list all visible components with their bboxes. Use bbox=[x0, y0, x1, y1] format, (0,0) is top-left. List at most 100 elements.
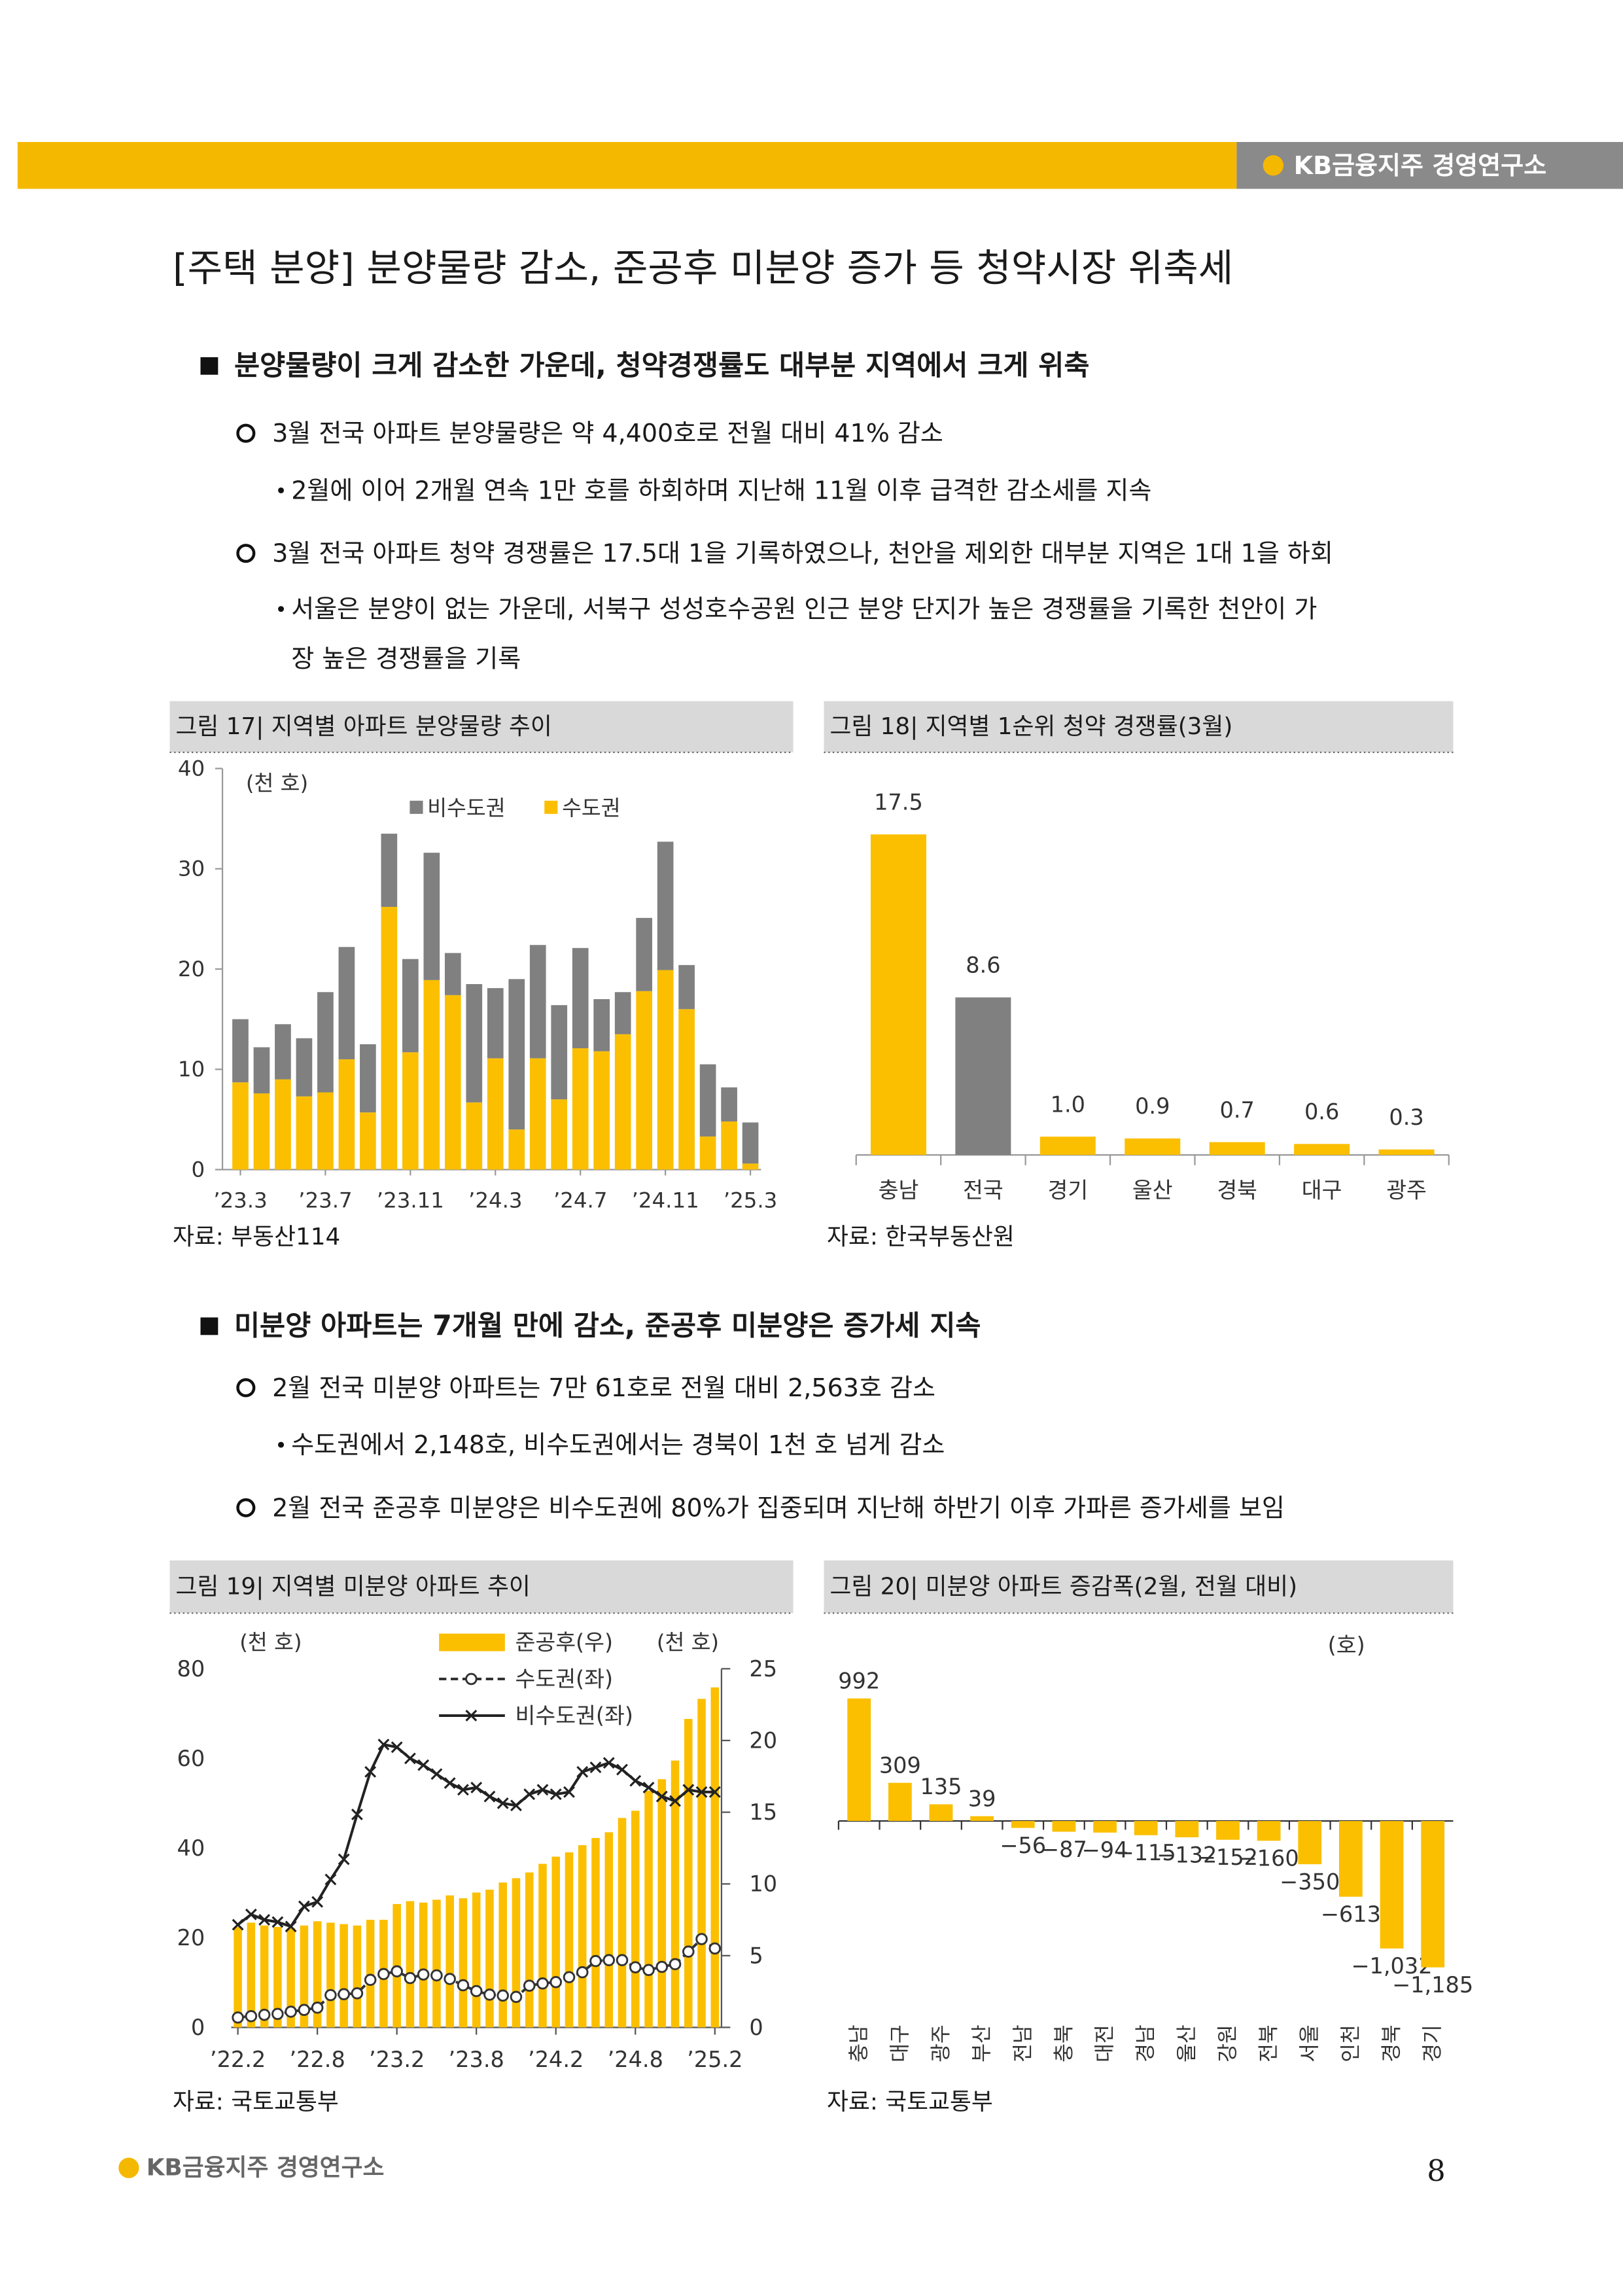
legend-label: 준공후(우) bbox=[515, 1630, 613, 1655]
x-tick-label: ’24.11 bbox=[632, 1188, 699, 1212]
y-tick-label: 0 bbox=[191, 2015, 205, 2040]
legend-marker bbox=[465, 1710, 478, 1722]
bar-segment bbox=[508, 979, 525, 1130]
sub-bullet-text: 2월에 이어 2개월 연속 1만 호를 하회하며 지난해 11월 이후 급격한 … bbox=[291, 476, 1151, 504]
x-tick-label: 대구 bbox=[888, 2024, 912, 2062]
x-tick-label: 울산 bbox=[1132, 1177, 1173, 1203]
legend-label: 비수도권(좌) bbox=[515, 1703, 633, 1728]
x-tick-label: 광주 bbox=[929, 2024, 952, 2062]
bar-segment bbox=[402, 959, 419, 1053]
value-label: −152 bbox=[1198, 1845, 1258, 1870]
bullet-ring bbox=[236, 1498, 256, 1517]
line-marker bbox=[311, 2002, 324, 2014]
section-square bbox=[200, 1317, 218, 1335]
line-marker bbox=[576, 1766, 589, 1778]
bar bbox=[1052, 1821, 1076, 1832]
bar bbox=[260, 1925, 269, 2028]
y2-tick-label: 10 bbox=[749, 1871, 777, 1897]
x-tick-label: 대구 bbox=[1302, 1177, 1342, 1203]
line-marker bbox=[536, 1977, 549, 1990]
x-tick-label: ’22.8 bbox=[289, 2047, 345, 2072]
line-marker bbox=[417, 1968, 430, 1981]
bar-segment bbox=[551, 1099, 568, 1170]
bar bbox=[366, 1920, 375, 2028]
line-marker bbox=[324, 1873, 337, 1886]
bar bbox=[1421, 1821, 1445, 1968]
x-tick-label: 전남 bbox=[1011, 2024, 1035, 2062]
bar-segment bbox=[360, 1044, 376, 1113]
bar-segment bbox=[487, 988, 504, 1059]
bar bbox=[657, 1779, 667, 2028]
bar bbox=[631, 1810, 640, 2028]
bar-segment bbox=[721, 1121, 737, 1170]
line-marker bbox=[285, 1920, 297, 1933]
bar bbox=[313, 1921, 322, 2028]
line-marker bbox=[629, 1775, 642, 1787]
legend-swatch bbox=[544, 800, 558, 814]
figure-caption: 그림 20| 미분양 아파트 증감폭(2월, 전월 대비) bbox=[829, 1574, 1297, 1600]
line-marker bbox=[708, 1942, 722, 1955]
legend-label: 수도권(좌) bbox=[515, 1667, 613, 1692]
line-marker bbox=[391, 1965, 403, 1978]
line-marker bbox=[417, 1759, 430, 1771]
line-marker bbox=[430, 1768, 443, 1780]
y-tick-label: 20 bbox=[178, 957, 205, 981]
bar bbox=[1298, 1821, 1322, 1865]
line-marker bbox=[271, 1916, 284, 1928]
bar bbox=[273, 1926, 282, 2028]
bar bbox=[300, 1925, 309, 2028]
line-marker bbox=[311, 1896, 324, 1908]
section-heading: 분양물량이 크게 감소한 가운데, 청약경쟁률도 대부분 지역에서 크게 위축 bbox=[234, 350, 1090, 382]
bullet-ring bbox=[236, 1378, 256, 1398]
x-tick-label: 인천 bbox=[1339, 2024, 1363, 2062]
line-marker bbox=[377, 1968, 390, 1981]
value-label: −94 bbox=[1082, 1837, 1128, 1863]
figure-caption: 그림 17| 지역별 아파트 분양물량 추이 bbox=[175, 713, 551, 740]
legend-label: 수도권 bbox=[562, 796, 620, 821]
sub-bullet bbox=[278, 606, 285, 612]
bar bbox=[326, 1922, 335, 2028]
bar bbox=[287, 1928, 295, 2028]
x-tick-label: ’24.3 bbox=[468, 1188, 522, 1212]
line-marker bbox=[602, 1757, 615, 1769]
line-marker bbox=[245, 2010, 258, 2022]
x-tick-label: 울산 bbox=[1175, 2024, 1198, 2062]
bar bbox=[432, 1899, 441, 2028]
line-marker bbox=[563, 1971, 576, 1984]
bar bbox=[247, 1922, 256, 2028]
bar bbox=[1378, 1149, 1435, 1156]
bar-segment bbox=[444, 995, 461, 1170]
bar bbox=[525, 1872, 534, 2028]
line-marker bbox=[550, 1788, 562, 1801]
value-label: −613 bbox=[1321, 1901, 1381, 1927]
bar-segment bbox=[275, 1079, 291, 1170]
y-tick-label: 40 bbox=[177, 1835, 205, 1861]
bar-segment bbox=[253, 1047, 270, 1094]
header-brand-box bbox=[1236, 142, 1623, 189]
value-label: 135 bbox=[920, 1774, 962, 1799]
bar bbox=[888, 1782, 912, 1822]
x-tick-label: 충북 bbox=[1052, 2024, 1075, 2062]
line-marker bbox=[497, 1989, 509, 2002]
bar bbox=[684, 1719, 693, 2028]
header-brand: KB금융지주 경영연구소 bbox=[1294, 151, 1546, 180]
bar-segment bbox=[742, 1122, 759, 1164]
bar-segment bbox=[253, 1093, 270, 1170]
x-tick-label: 경북 bbox=[1380, 2024, 1404, 2062]
bar-segment bbox=[338, 1059, 355, 1170]
bar-segment bbox=[402, 1052, 419, 1170]
line-marker bbox=[655, 1960, 669, 1973]
bar-segment bbox=[614, 1034, 631, 1170]
bar-segment bbox=[317, 1092, 334, 1170]
page-number: 8 bbox=[1427, 2153, 1445, 2188]
line-marker bbox=[523, 1979, 536, 1992]
line-marker bbox=[391, 1741, 403, 1754]
y2-tick-label: 0 bbox=[749, 2015, 763, 2040]
bullet-text: 2월 전국 미분양 아파트는 7만 61호로 전월 대비 2,563호 감소 bbox=[272, 1373, 935, 1402]
x-tick-label: 강원 bbox=[1216, 2024, 1240, 2062]
x-tick-label: ’25.3 bbox=[724, 1188, 778, 1212]
x-tick-label: ’24.2 bbox=[528, 2047, 584, 2072]
unit-label: (천 호) bbox=[239, 1630, 302, 1655]
